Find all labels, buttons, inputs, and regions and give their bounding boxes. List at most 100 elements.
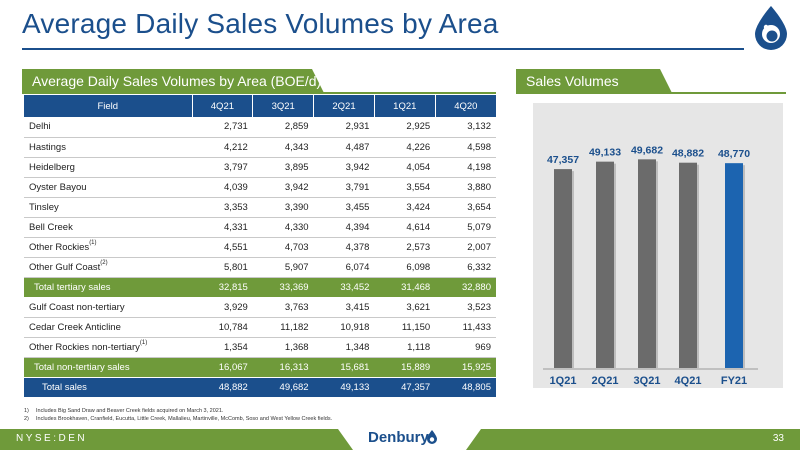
table-row: Bell Creek 4,331 4,330 4,394 4,614 5,079	[24, 217, 496, 238]
table-cell: 3,797	[192, 157, 253, 178]
sales-volume-table: Field 4Q21 3Q21 2Q21 1Q21 4Q20 Delhi 2,73…	[24, 95, 496, 397]
subtotal-row: Total non-tertiary sales 16,067 16,313 15,6…	[24, 357, 496, 378]
row-label: Other Gulf Coast(2)	[24, 257, 192, 278]
table-cell: 11,433	[435, 317, 496, 338]
bar-4q21	[679, 162, 697, 368]
x-tick-label: FY21	[721, 375, 747, 387]
table-cell: 4,703	[252, 237, 314, 258]
table-row: Other Rockies(1) 4,551 4,703 4,378 2,573 2,00…	[24, 237, 496, 258]
table-cell: 4,343	[252, 137, 314, 158]
table-cell: 3,415	[313, 297, 375, 318]
table-cell: 5,801	[192, 257, 253, 278]
table-cell: 16,067	[192, 357, 253, 378]
x-tick-label: 2Q21	[592, 375, 619, 387]
table-cell: 49,682	[252, 377, 314, 397]
table-cell: 1,368	[252, 337, 314, 358]
table-cell: 6,332	[435, 257, 496, 278]
total-row: Total sales 48,882 49,682 49,133 47,357 48,80…	[24, 377, 496, 397]
table-section-rule	[22, 92, 496, 94]
table-row: Tinsley 3,353 3,390 3,455 3,424 3,654	[24, 197, 496, 218]
table-cell: 3,353	[192, 197, 253, 218]
table-cell: 5,079	[435, 217, 496, 238]
table-cell: 3,554	[374, 177, 436, 198]
sales-volume-bar-chart: 47,357 1Q21 49,133 2Q21 49,682 3Q21 48,882 4Q21…	[543, 144, 758, 387]
row-label: Tinsley	[24, 197, 192, 218]
table-cell: 6,074	[313, 257, 375, 278]
table-cell: 10,784	[192, 317, 253, 338]
table-cell: 15,889	[374, 357, 436, 378]
table-cell: 4,487	[313, 137, 375, 158]
table-cell: 3,132	[435, 117, 496, 138]
table-cell: 4,378	[313, 237, 375, 258]
subtotal-row: Total tertiary sales 32,815 33,369 33,452 31…	[24, 277, 496, 298]
x-tick-label: 3Q21	[634, 375, 661, 387]
table-cell: 31,468	[374, 277, 436, 298]
table-cell: 3,942	[313, 157, 375, 178]
chart-section-rule	[516, 92, 786, 94]
table-cell: 4,614	[374, 217, 436, 238]
table-row: Cedar Creek Anticline 10,784 11,182 10,918 1…	[24, 317, 496, 338]
column-header: Field	[24, 95, 193, 117]
footnote-marker: (2)	[100, 259, 108, 266]
table-cell: 3,895	[252, 157, 314, 178]
footer-bar-left	[0, 429, 353, 450]
bar-2q21	[596, 161, 614, 368]
row-label: Bell Creek	[24, 217, 192, 238]
footer-bar-right	[466, 429, 800, 450]
footnote: 1) Includes Big Sand Draw and Beaver Cree…	[24, 408, 224, 414]
row-label: Hastings	[24, 137, 192, 158]
row-label: Other Rockies(1)	[24, 237, 192, 258]
table-cell: 1,348	[313, 337, 375, 358]
table-cell: 2,573	[374, 237, 436, 258]
table-cell: 5,907	[252, 257, 314, 278]
data-label: 47,357	[547, 154, 579, 166]
stock-ticker: NYSE:DEN	[16, 433, 88, 444]
data-label: 49,682	[631, 144, 663, 156]
table-cell: 47,357	[374, 377, 436, 397]
table-cell: 4,394	[313, 217, 375, 238]
denbury-drop-logo-icon	[755, 6, 787, 50]
table-cell: 3,424	[374, 197, 436, 218]
chart-section-tab: Sales Volumes (BOE/d)	[516, 69, 672, 93]
table-cell: 1,118	[374, 337, 436, 358]
table-cell: 2,931	[313, 117, 375, 138]
table-cell: 4,598	[435, 137, 496, 158]
column-header: 4Q20	[435, 95, 496, 117]
table-cell: 2,007	[435, 237, 496, 258]
table-cell: 3,763	[252, 297, 314, 318]
table-cell: 2,925	[374, 117, 436, 138]
column-header: 1Q21	[374, 95, 436, 117]
page-title: Average Daily Sales Volumes by Area	[22, 8, 499, 39]
data-label: 48,770	[718, 148, 750, 160]
table-header-row: Field 4Q21 3Q21 2Q21 1Q21 4Q20	[24, 95, 496, 117]
row-label: Oyster Bayou	[24, 177, 192, 198]
table-cell: 33,369	[252, 277, 314, 298]
table-row: Other Rockies non-tertiary(1) 1,354 1,368 1…	[24, 337, 496, 358]
table-cell: 16,313	[252, 357, 314, 378]
table-cell: 48,805	[435, 377, 496, 397]
table-cell: 2,731	[192, 117, 253, 138]
brand-wordmark: Denbury	[368, 429, 429, 446]
footnotes: 1) Includes Big Sand Draw and Beaver Cree…	[24, 407, 332, 423]
table-cell: 3,654	[435, 197, 496, 218]
row-label: Total non-tertiary sales	[24, 357, 192, 378]
table-cell: 15,681	[313, 357, 375, 378]
title-divider	[22, 48, 744, 50]
table-row: Hastings 4,212 4,343 4,487 4,226 4,598	[24, 137, 496, 158]
table-cell: 4,331	[192, 217, 253, 238]
footnote: 2) Includes Brookhaven, Cranfield, Eucutt…	[24, 416, 333, 422]
table-cell: 15,925	[435, 357, 496, 378]
bar-1q21	[554, 169, 572, 368]
column-header: 4Q21	[192, 95, 254, 117]
table-cell: 3,880	[435, 177, 496, 198]
table-cell: 11,150	[374, 317, 436, 338]
table-cell: 11,182	[252, 317, 314, 338]
data-label: 49,133	[589, 147, 621, 159]
table-cell: 1,354	[192, 337, 253, 358]
footnote-marker: (1)	[139, 339, 148, 346]
table-cell: 49,133	[313, 377, 375, 397]
row-label: Cedar Creek Anticline	[24, 317, 192, 338]
table-cell: 4,212	[192, 137, 253, 158]
table-cell: 4,330	[252, 217, 314, 238]
bar-3q21	[638, 159, 656, 368]
